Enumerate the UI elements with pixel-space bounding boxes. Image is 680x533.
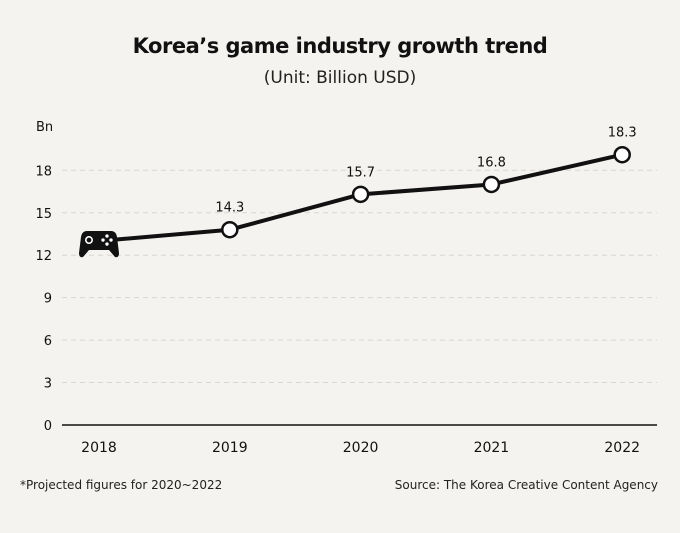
gamepad-icon bbox=[79, 231, 119, 258]
y-tick-label: 6 bbox=[44, 334, 52, 349]
y-axis-label: Bn bbox=[36, 120, 53, 135]
y-tick-label: 12 bbox=[35, 249, 52, 264]
y-tick-label: 0 bbox=[44, 419, 52, 434]
footnote: *Projected figures for 2020~2022 bbox=[20, 478, 223, 492]
data-label: 14.3 bbox=[215, 201, 244, 216]
y-tick-label: 9 bbox=[44, 292, 52, 307]
y-tick-label: 18 bbox=[35, 164, 52, 179]
x-tick-label: 2021 bbox=[474, 440, 510, 456]
chart-title: Korea’s game industry growth trend bbox=[132, 34, 548, 58]
data-label: 18.3 bbox=[608, 126, 637, 141]
x-tick-label: 2018 bbox=[81, 440, 117, 456]
data-point bbox=[482, 175, 501, 194]
source-note: Source: The Korea Creative Content Agenc… bbox=[394, 478, 658, 492]
chart-subtitle: (Unit: Billion USD) bbox=[263, 68, 417, 88]
x-tick-label: 2022 bbox=[604, 440, 640, 456]
data-point bbox=[613, 145, 631, 164]
data-point bbox=[351, 185, 370, 204]
x-tick-label: 2020 bbox=[343, 440, 379, 456]
y-tick-label: 3 bbox=[44, 377, 52, 392]
data-label: 15.7 bbox=[346, 165, 375, 180]
data-label: 16.8 bbox=[477, 155, 506, 170]
x-tick-label: 2019 bbox=[212, 440, 248, 456]
data-point bbox=[221, 220, 239, 239]
y-tick-label: 15 bbox=[35, 207, 52, 222]
